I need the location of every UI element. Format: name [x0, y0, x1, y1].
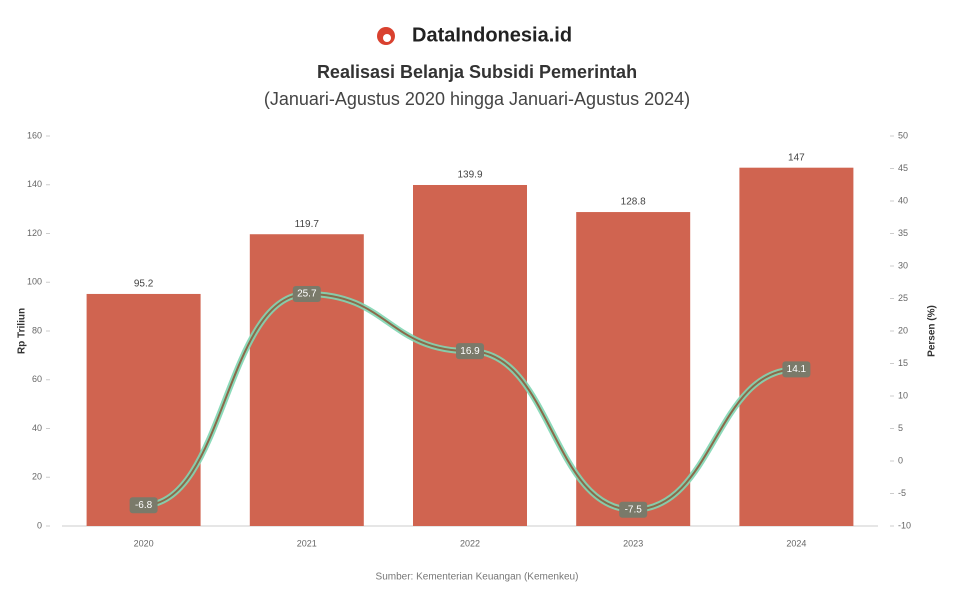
chart-title: Realisasi Belanja Subsidi Pemerintah: [317, 62, 637, 82]
y-tick-label: 60: [32, 374, 42, 384]
x-tick-label: 2021: [297, 538, 317, 548]
logo: [383, 34, 391, 42]
line-value-label: 25.7: [297, 289, 317, 300]
bar: [249, 234, 364, 526]
y2-tick-label: 40: [898, 195, 908, 205]
bar: [576, 212, 691, 527]
y2-tick-label: 30: [898, 260, 908, 270]
y2-tick-label: 25: [898, 293, 908, 303]
y2-tick-label: 45: [898, 163, 908, 173]
y2-tick-label: -5: [898, 488, 906, 498]
brand: DataIndonesia.id: [412, 24, 572, 46]
y-tick-label: 140: [27, 179, 42, 189]
x-tick-label: 2022: [460, 538, 480, 548]
bar-value-label: 128.8: [621, 197, 646, 208]
y-tick-label: 80: [32, 325, 42, 335]
line-value-label: 16.9: [460, 346, 480, 357]
y2-tick-label: 15: [898, 358, 908, 368]
bar-value-label: 119.7: [295, 219, 320, 230]
line-label-box: [129, 497, 158, 514]
x-tick-label: 2023: [623, 538, 643, 548]
y2-tick-label: 50: [898, 130, 908, 140]
y-tick-label: 40: [32, 423, 42, 433]
chart-subtitle: (Januari-Agustus 2020 hingga Januari-Agu…: [264, 89, 690, 109]
bar-value-label: 139.9: [457, 170, 482, 181]
y2-tick-label: -10: [898, 520, 911, 530]
line-label-box: [619, 501, 648, 518]
line-label-box: [782, 361, 811, 378]
line-value-label: -7.5: [625, 504, 643, 515]
source: Sumber: Kementerian Keuangan (Kemenkeu): [376, 572, 579, 583]
y-tick-label: 0: [37, 520, 42, 530]
y-tick-label: 20: [32, 472, 42, 482]
bar: [739, 167, 854, 526]
x-tick-label: 2020: [134, 538, 154, 548]
bar-value-label: 147: [788, 152, 805, 163]
line-label-box: [292, 285, 321, 302]
x-tick-label: 2024: [786, 538, 806, 548]
y-tick-label: 120: [27, 228, 42, 238]
bar: [86, 293, 201, 526]
line-value-label: 14.1: [787, 364, 807, 375]
y-tick-label: 100: [27, 277, 42, 287]
y2-tick-label: 20: [898, 325, 908, 335]
y2-tick-label: 35: [898, 228, 908, 238]
y2-tick-label: 0: [898, 455, 903, 465]
y2-tick-label: 10: [898, 390, 908, 400]
y2-tick-label: 5: [898, 423, 903, 433]
line-value-label: -6.8: [135, 500, 153, 511]
bar-value-label: 95.2: [134, 279, 154, 290]
line-label-box: [456, 343, 484, 360]
y2-axis-label: Persen (%): [927, 305, 938, 357]
y-axis-label: Rp Triliun: [17, 308, 28, 354]
y-tick-label: 160: [27, 130, 42, 140]
